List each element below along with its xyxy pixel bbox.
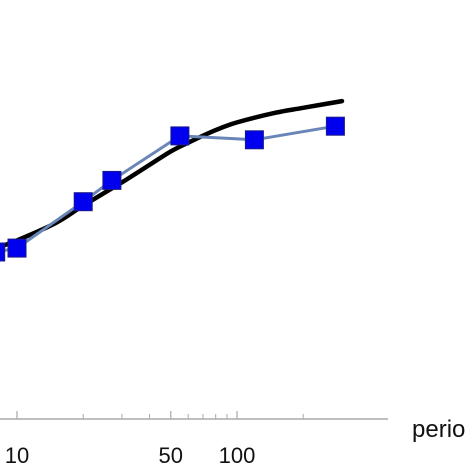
data-point-marker	[7, 238, 27, 258]
x-axis-label: perio	[412, 416, 465, 443]
data-point-marker	[0, 242, 6, 262]
x-tick-label: 100	[219, 443, 256, 468]
data-point-marker	[102, 170, 122, 190]
data-point-marker	[73, 192, 93, 212]
plot-area	[0, 98, 345, 262]
x-tick-label: 10	[5, 443, 29, 468]
measured-series-line	[0, 124, 336, 253]
x-ticks: 10 50 100	[5, 411, 304, 468]
model-curve-line	[0, 98, 345, 250]
data-point-marker	[170, 126, 190, 146]
x-tick-label: 50	[159, 443, 183, 468]
data-point-marker	[325, 116, 345, 136]
data-point-marker	[244, 130, 264, 150]
